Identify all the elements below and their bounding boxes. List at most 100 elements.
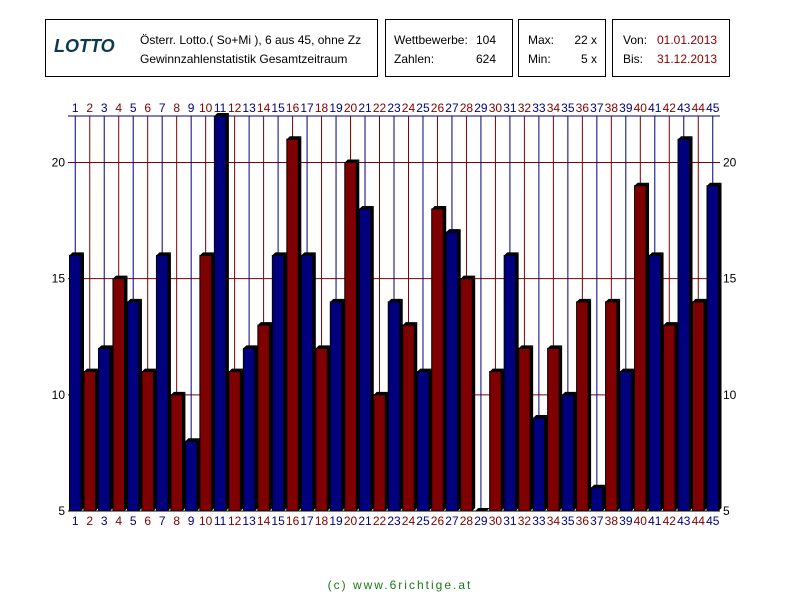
- date-range-box: Von: 01.01.2013 Bis: 31.12.2013: [612, 19, 730, 77]
- category-label-top: 15: [271, 101, 285, 115]
- bar-side: [617, 298, 621, 511]
- category-label-bottom: 19: [329, 514, 343, 528]
- min-label: Min:: [528, 52, 551, 66]
- bar-top: [533, 415, 548, 419]
- category-label-bottom: 37: [590, 514, 604, 528]
- category-label-bottom: 32: [518, 514, 532, 528]
- competitions-box: Wettbewerbe: 104 Zahlen: 624: [385, 19, 513, 77]
- category-label-bottom: 4: [115, 514, 122, 528]
- category-label-top: 12: [228, 101, 242, 115]
- category-label-top: 39: [619, 101, 633, 115]
- bar-side: [182, 391, 186, 511]
- bar-side: [283, 252, 287, 512]
- y-tick-label-right: 15: [723, 272, 737, 286]
- bar-side: [544, 415, 548, 511]
- category-label-bottom: 2: [86, 514, 93, 528]
- bar-side: [153, 368, 157, 511]
- category-label-top: 22: [373, 101, 387, 115]
- category-label-top: 20: [344, 101, 358, 115]
- bar-4: [112, 278, 125, 512]
- category-label-bottom: 26: [431, 514, 445, 528]
- category-label-top: 44: [692, 101, 706, 115]
- category-label-top: 17: [300, 101, 314, 115]
- bar-side: [298, 136, 302, 511]
- bar-side: [704, 298, 708, 511]
- bar-side: [109, 345, 113, 511]
- bar-top: [301, 252, 316, 256]
- bar-side: [167, 252, 171, 512]
- category-label-top: 6: [144, 101, 151, 115]
- bar-15: [271, 254, 285, 512]
- y-tick-label-right: 20: [723, 155, 737, 169]
- y-tick-label-right: 10: [723, 388, 737, 402]
- bar-top: [83, 368, 99, 372]
- bar-side: [428, 368, 432, 511]
- bar-side: [631, 368, 635, 511]
- bar-side: [457, 229, 461, 512]
- bar-top: [330, 298, 345, 302]
- category-label-bottom: 34: [547, 514, 561, 528]
- bar-top: [460, 275, 476, 279]
- bar-3: [97, 347, 111, 512]
- category-label-top: 2: [86, 101, 93, 115]
- category-label-bottom: 20: [344, 514, 358, 528]
- category-label-bottom: 17: [300, 514, 314, 528]
- bar-16: [286, 138, 299, 512]
- bar-side: [211, 252, 215, 512]
- category-label-top: 40: [634, 101, 648, 115]
- bar-side: [385, 391, 389, 511]
- category-label-top: 11: [214, 101, 227, 115]
- category-label-bottom: 35: [561, 514, 575, 528]
- category-label-bottom: 3: [101, 514, 108, 528]
- category-label-bottom: 33: [532, 514, 546, 528]
- bar-17: [300, 254, 314, 512]
- bar-side: [472, 275, 476, 511]
- bar-36: [576, 301, 589, 512]
- category-label-top: 27: [445, 101, 459, 115]
- category-label-bottom: 15: [271, 514, 285, 528]
- bar-side: [138, 298, 142, 511]
- bar-10: [199, 254, 212, 512]
- bar-top: [272, 252, 287, 256]
- category-label-top: 29: [474, 101, 488, 115]
- bar-side: [588, 298, 592, 511]
- category-label-top: 42: [663, 101, 677, 115]
- bar-top: [315, 345, 331, 349]
- bar-side: [515, 252, 519, 512]
- bar-1: [68, 254, 82, 512]
- bar-top: [402, 322, 418, 326]
- bar-top: [359, 205, 374, 209]
- category-label-bottom: 5: [130, 514, 137, 528]
- category-label-bottom: 21: [358, 514, 372, 528]
- bar-11: [213, 115, 227, 512]
- category-label-top: 28: [460, 101, 474, 115]
- bar-2: [83, 371, 96, 512]
- range-box: Max: 22 x Min: 5 x: [518, 19, 606, 77]
- bar-top: [373, 391, 389, 395]
- bar-25: [416, 371, 430, 512]
- bar-side: [370, 205, 374, 512]
- competitions-value: 104: [475, 33, 496, 47]
- category-label-top: 24: [402, 101, 416, 115]
- min-value: 5 x: [580, 52, 597, 66]
- category-label-top: 13: [242, 101, 256, 115]
- category-label-bottom: 41: [648, 514, 662, 528]
- bar-5: [126, 301, 140, 512]
- bar-side: [312, 252, 316, 512]
- bar-top: [707, 182, 722, 186]
- bar-top: [228, 368, 244, 372]
- bar-30: [489, 371, 502, 512]
- category-label-top: 19: [329, 101, 343, 115]
- bar-7: [155, 254, 169, 512]
- bar-side: [327, 345, 331, 511]
- bar-20: [344, 161, 357, 512]
- category-label-bottom: 43: [677, 514, 691, 528]
- bar-28: [460, 278, 473, 512]
- bar-top: [185, 438, 200, 442]
- category-label-bottom: 40: [634, 514, 648, 528]
- bar-top: [692, 298, 708, 302]
- bar-45: [706, 185, 720, 512]
- category-label-bottom: 1: [72, 514, 79, 528]
- bar-side: [124, 275, 128, 511]
- bar-side: [356, 159, 360, 511]
